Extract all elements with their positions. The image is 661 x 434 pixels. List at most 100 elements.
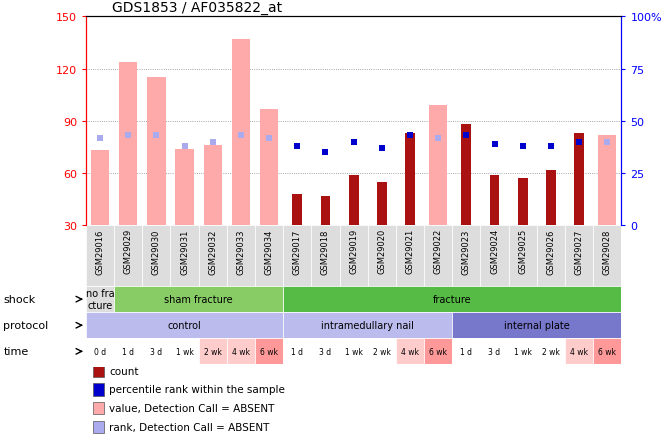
Bar bbox=[424, 339, 452, 365]
Bar bbox=[86, 226, 114, 286]
Text: shock: shock bbox=[3, 295, 36, 304]
Bar bbox=[204, 146, 222, 226]
Text: GSM29027: GSM29027 bbox=[574, 229, 584, 274]
Text: 2 wk: 2 wk bbox=[373, 347, 391, 356]
Text: GSM29033: GSM29033 bbox=[237, 229, 245, 274]
Text: GSM29034: GSM29034 bbox=[264, 229, 274, 274]
Text: GSM29032: GSM29032 bbox=[208, 229, 217, 274]
Bar bbox=[283, 226, 311, 286]
Bar bbox=[593, 226, 621, 286]
Text: GSM29018: GSM29018 bbox=[321, 229, 330, 274]
Text: GSM29029: GSM29029 bbox=[124, 229, 133, 274]
Bar bbox=[593, 339, 621, 365]
Text: GSM29031: GSM29031 bbox=[180, 229, 189, 274]
Bar bbox=[518, 179, 527, 226]
Text: intramedullary nail: intramedullary nail bbox=[321, 321, 414, 330]
Bar bbox=[429, 106, 447, 226]
Bar bbox=[349, 175, 358, 226]
Text: control: control bbox=[168, 321, 202, 330]
Bar bbox=[340, 339, 368, 365]
Bar bbox=[452, 312, 621, 339]
Bar bbox=[396, 226, 424, 286]
Bar bbox=[93, 365, 104, 377]
Text: 1 wk: 1 wk bbox=[176, 347, 194, 356]
Bar bbox=[283, 339, 311, 365]
Bar bbox=[255, 226, 283, 286]
Bar bbox=[546, 170, 556, 226]
Bar bbox=[142, 226, 171, 286]
Text: 6 wk: 6 wk bbox=[598, 347, 616, 356]
Text: 4 wk: 4 wk bbox=[570, 347, 588, 356]
Bar bbox=[147, 78, 165, 226]
Bar bbox=[227, 226, 255, 286]
Bar bbox=[598, 135, 617, 226]
Text: no fra
cture: no fra cture bbox=[86, 289, 114, 310]
Text: 4 wk: 4 wk bbox=[401, 347, 419, 356]
Bar bbox=[537, 226, 565, 286]
Bar bbox=[565, 339, 593, 365]
Bar bbox=[232, 40, 250, 226]
Text: 1 d: 1 d bbox=[460, 347, 473, 356]
Bar bbox=[481, 339, 508, 365]
Bar bbox=[93, 402, 104, 414]
Text: 3 d: 3 d bbox=[319, 347, 332, 356]
Bar bbox=[292, 194, 302, 226]
Bar bbox=[508, 226, 537, 286]
Text: 6 wk: 6 wk bbox=[429, 347, 447, 356]
Bar bbox=[452, 226, 481, 286]
Bar bbox=[114, 286, 283, 312]
Bar bbox=[175, 149, 194, 226]
Text: GSM29022: GSM29022 bbox=[434, 229, 443, 274]
Text: 2 wk: 2 wk bbox=[542, 347, 560, 356]
Bar bbox=[114, 226, 142, 286]
Bar bbox=[565, 226, 593, 286]
Text: time: time bbox=[3, 347, 28, 356]
Text: GSM29019: GSM29019 bbox=[349, 229, 358, 274]
Text: protocol: protocol bbox=[3, 321, 48, 330]
Text: 6 wk: 6 wk bbox=[260, 347, 278, 356]
Bar bbox=[481, 226, 508, 286]
Text: rank, Detection Call = ABSENT: rank, Detection Call = ABSENT bbox=[109, 421, 270, 431]
Bar bbox=[283, 312, 452, 339]
Text: 0 d: 0 d bbox=[94, 347, 106, 356]
Text: 3 d: 3 d bbox=[488, 347, 500, 356]
Bar bbox=[114, 339, 142, 365]
Text: GSM29021: GSM29021 bbox=[405, 229, 414, 274]
Bar bbox=[171, 226, 199, 286]
Text: GSM29020: GSM29020 bbox=[377, 229, 386, 274]
Text: GSM29026: GSM29026 bbox=[547, 229, 555, 274]
Text: 1 d: 1 d bbox=[292, 347, 303, 356]
Bar bbox=[283, 286, 621, 312]
Text: sham fracture: sham fracture bbox=[165, 295, 233, 304]
Bar bbox=[311, 339, 340, 365]
Text: fracture: fracture bbox=[433, 295, 471, 304]
Text: GSM29016: GSM29016 bbox=[96, 229, 104, 274]
Bar bbox=[171, 339, 199, 365]
Bar bbox=[537, 339, 565, 365]
Text: GDS1853 / AF035822_at: GDS1853 / AF035822_at bbox=[112, 1, 282, 15]
Bar bbox=[396, 339, 424, 365]
Text: 1 d: 1 d bbox=[122, 347, 134, 356]
Text: GSM29017: GSM29017 bbox=[293, 229, 302, 274]
Text: percentile rank within the sample: percentile rank within the sample bbox=[109, 385, 285, 395]
Bar bbox=[86, 312, 283, 339]
Text: value, Detection Call = ABSENT: value, Detection Call = ABSENT bbox=[109, 404, 274, 414]
Text: count: count bbox=[109, 366, 139, 376]
Bar bbox=[260, 109, 278, 226]
Text: GSM29030: GSM29030 bbox=[152, 229, 161, 274]
Bar bbox=[405, 134, 415, 226]
Bar bbox=[461, 125, 471, 226]
Bar bbox=[377, 182, 387, 226]
Bar bbox=[91, 151, 109, 226]
Text: 2 wk: 2 wk bbox=[204, 347, 221, 356]
Bar bbox=[142, 339, 171, 365]
Text: GSM29028: GSM29028 bbox=[603, 229, 611, 274]
Bar bbox=[199, 339, 227, 365]
Bar bbox=[574, 134, 584, 226]
Bar bbox=[119, 62, 137, 226]
Bar bbox=[311, 226, 340, 286]
Text: GSM29025: GSM29025 bbox=[518, 229, 527, 274]
Bar bbox=[199, 226, 227, 286]
Text: 1 wk: 1 wk bbox=[344, 347, 363, 356]
Bar bbox=[340, 226, 368, 286]
